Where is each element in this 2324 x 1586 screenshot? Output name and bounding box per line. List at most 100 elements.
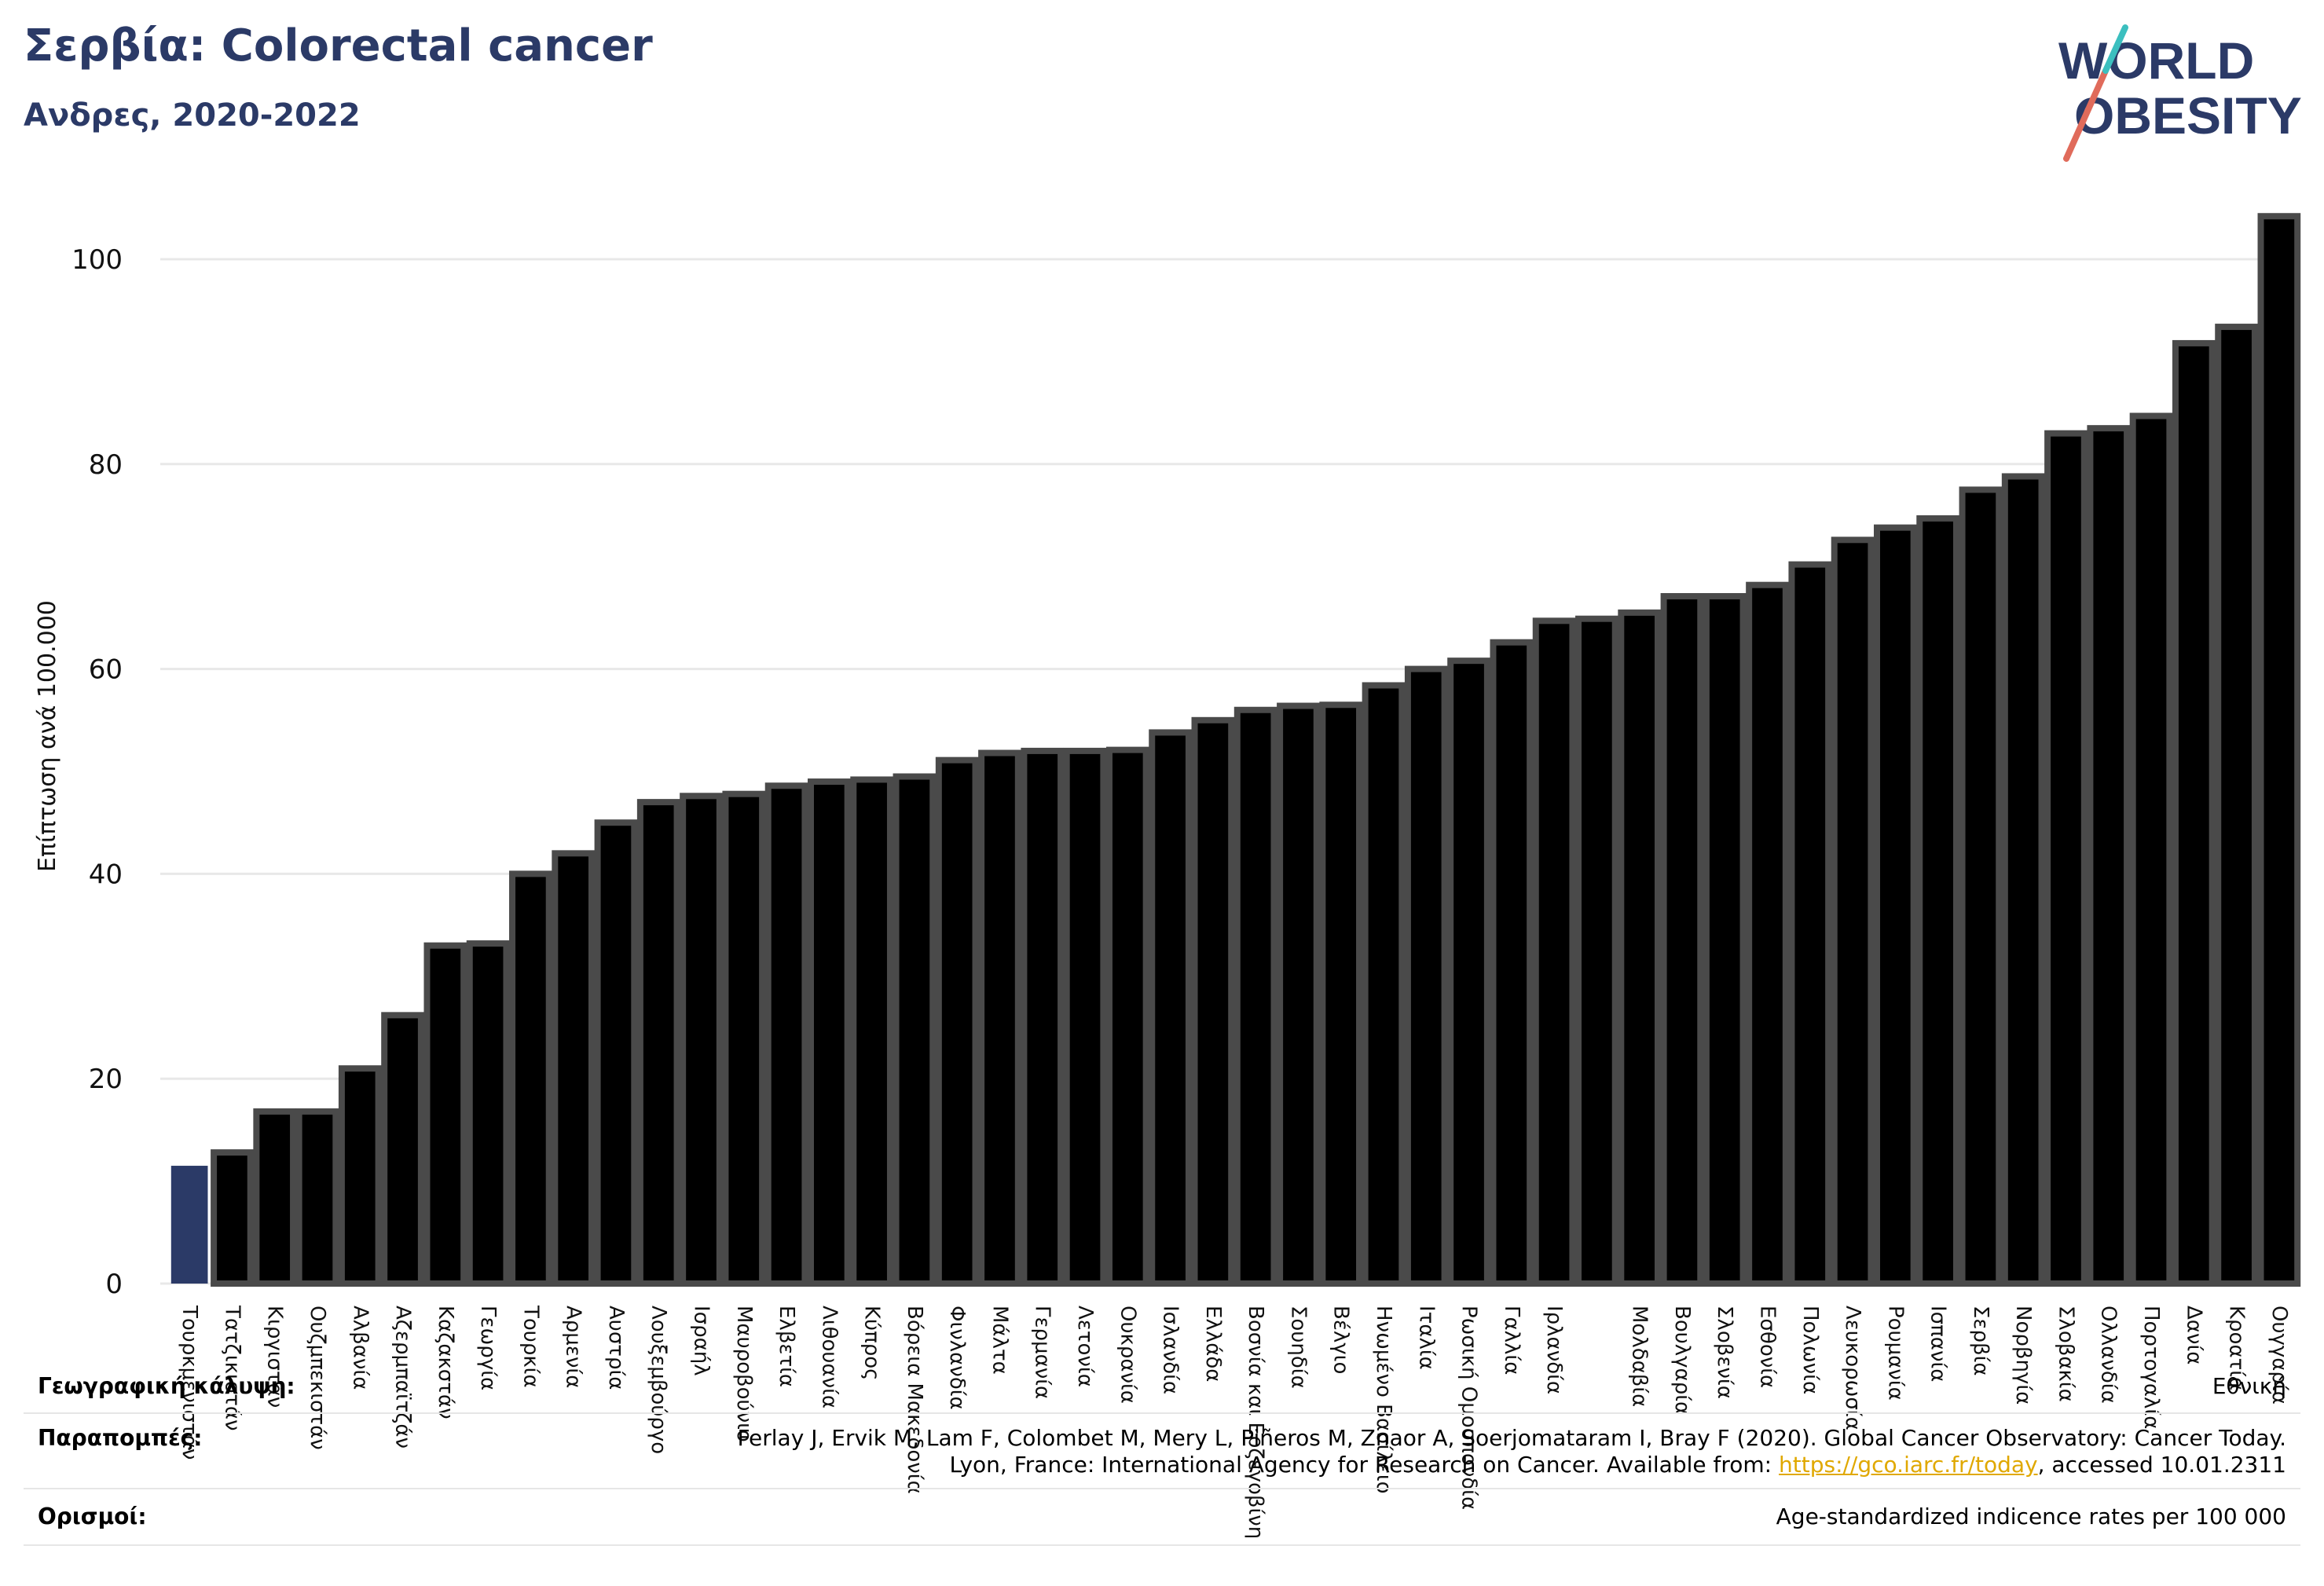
x-tick-label: Ολλανδία xyxy=(2097,1306,2121,1404)
bar xyxy=(594,819,638,1287)
definitions-value: Age-standardized indicence rates per 100… xyxy=(1776,1504,2286,1529)
bar xyxy=(211,1149,254,1287)
bar xyxy=(1149,729,1192,1287)
x-tick-label: Αυστρία xyxy=(604,1306,628,1390)
bar xyxy=(2215,324,2258,1287)
y-tick-label: 40 xyxy=(89,859,123,890)
x-tick-label: Ηνωμένο Βασίλειο xyxy=(1372,1306,1395,1494)
x-tick-label: Πολωνία xyxy=(1798,1306,1822,1394)
bar xyxy=(1021,747,1065,1287)
x-tick-label: Ισλανδία xyxy=(1159,1306,1182,1394)
x-tick-label: Σουηδία xyxy=(1286,1306,1310,1389)
bar xyxy=(1916,515,1959,1287)
bar xyxy=(764,782,808,1287)
bar xyxy=(850,776,893,1287)
bar xyxy=(1063,747,1107,1287)
bar xyxy=(1490,639,1534,1287)
x-tick-label: Αλβανία xyxy=(348,1306,372,1390)
bar xyxy=(935,756,979,1287)
bar xyxy=(2172,339,2216,1287)
y-axis-label: Επίπτωση ανά 100.000 xyxy=(34,600,61,872)
y-tick-label: 20 xyxy=(89,1064,123,1095)
x-tick-label: Μολδαβία xyxy=(1628,1306,1651,1407)
logo-slash-teal xyxy=(2102,24,2128,74)
x-tick-label: Αζερμπαϊτζάν xyxy=(391,1306,415,1449)
bar xyxy=(381,1012,424,1287)
x-tick-label: Ελβετία xyxy=(775,1306,798,1387)
y-tick-label: 100 xyxy=(71,244,123,276)
references-label: Παραπομπές: xyxy=(38,1425,203,1451)
x-tick-label: Λευκορωσία xyxy=(1841,1306,1864,1430)
x-tick-label: Ουκρανία xyxy=(1116,1306,1139,1404)
chart-title: Σερβία: Colorectal cancer xyxy=(24,20,653,71)
bar xyxy=(1788,561,1832,1287)
x-tick-label: Σλοβενία xyxy=(1713,1306,1736,1399)
x-tick-label: Γαλλία xyxy=(1500,1306,1523,1375)
bar xyxy=(1319,701,1363,1287)
logo-line1: WORLD xyxy=(2058,31,2254,90)
bar xyxy=(423,942,467,1287)
x-axis-category-labels: Τουρκμενιστάν Τατζικιστάν Κιργιστάν Ουζμπεκ… xyxy=(178,1305,2291,1539)
x-tick-label: Καζακστάν xyxy=(434,1306,457,1419)
bar xyxy=(2044,430,2088,1287)
x-tick-label: Ιταλία xyxy=(1414,1306,1438,1370)
bar xyxy=(680,793,723,1287)
logo-line2: OBESITY xyxy=(2074,86,2302,145)
footer-geo-row: Γεωγραφική κάλυψη: Εθνική xyxy=(24,1361,2300,1414)
bar xyxy=(338,1065,382,1287)
bar xyxy=(1277,702,1320,1287)
bar xyxy=(1447,657,1490,1287)
bar xyxy=(2129,412,2173,1287)
definitions-label: Ορισμοί: xyxy=(38,1504,147,1529)
bar xyxy=(1703,593,1747,1287)
bar xyxy=(253,1108,297,1287)
x-tick-label: Ουζμπεκιστάν xyxy=(306,1306,329,1450)
bar xyxy=(1618,609,1662,1287)
bar xyxy=(2087,425,2131,1287)
footer-definitions-row: Ορισμοί: Age-standardized indicence rate… xyxy=(24,1489,2300,1546)
x-tick-label: Ρωσική Ομοσπονδία xyxy=(1457,1306,1481,1510)
x-tick-label: Σλοβακία xyxy=(2054,1306,2077,1402)
bar xyxy=(1746,581,1789,1287)
bar xyxy=(978,749,1021,1287)
bars xyxy=(170,213,2301,1287)
x-tick-label: Κροατία xyxy=(2225,1306,2249,1390)
bar xyxy=(722,790,766,1287)
bar xyxy=(2001,473,2045,1287)
x-tick-label: Ελλάδα xyxy=(1201,1306,1225,1382)
x-tick-label: Βόρεια Μακεδονία xyxy=(903,1306,926,1494)
bar xyxy=(295,1108,339,1287)
x-tick-label: Ισπανία xyxy=(1926,1306,1950,1382)
y-tick-label: 80 xyxy=(89,449,123,481)
x-tick-label: Ιρλανδία xyxy=(1542,1306,1566,1394)
footer-refs-row: Παραπομπές: Ferlay J, Ervik M, Lam F, Co… xyxy=(24,1414,2300,1489)
x-tick-label: Τουρκμενιστάν xyxy=(178,1305,201,1460)
x-tick-label: Φινλανδία xyxy=(945,1306,969,1410)
bar xyxy=(1575,615,1618,1287)
x-tick-label: Λουξεμβούργο xyxy=(647,1306,670,1454)
bar xyxy=(466,940,510,1287)
x-tick-label: Πορτογαλία xyxy=(2139,1306,2163,1429)
references-line2-text: Lyon, France: International Agency for R… xyxy=(949,1452,1779,1478)
references-accessed-text: , accessed 10.01.2311 xyxy=(2037,1452,2286,1478)
references-link[interactable]: https://gco.iarc.fr/today xyxy=(1779,1452,2038,1478)
bar xyxy=(2257,213,2301,1287)
geo-coverage-label: Γεωγραφική κάλυψη: xyxy=(38,1373,295,1399)
bar xyxy=(1105,746,1149,1287)
x-tick-label: Μαυροβούνιο xyxy=(732,1306,756,1442)
x-tick-label: Γερμανία xyxy=(1031,1306,1054,1399)
x-tick-label: Κιργιστάν xyxy=(263,1306,287,1408)
bar xyxy=(509,870,552,1287)
bar xyxy=(1191,716,1235,1287)
x-tick-label: Νορβηγία xyxy=(2011,1306,2035,1405)
x-tick-label: Μάλτα xyxy=(988,1306,1011,1375)
x-tick-label: Κύπρος xyxy=(860,1306,884,1380)
x-tick-label: Γεωργία xyxy=(476,1306,500,1390)
references-line2: Lyon, France: International Agency for R… xyxy=(949,1452,2286,1478)
x-tick-label: Εσθονία xyxy=(1756,1306,1780,1388)
x-tick-label: Βέλγιο xyxy=(1329,1306,1353,1374)
x-tick-label: Βουλγαρία xyxy=(1670,1306,1694,1415)
x-tick-label: Ρουμανία xyxy=(1883,1306,1907,1401)
geo-coverage-value: Εθνική xyxy=(2212,1373,2286,1399)
